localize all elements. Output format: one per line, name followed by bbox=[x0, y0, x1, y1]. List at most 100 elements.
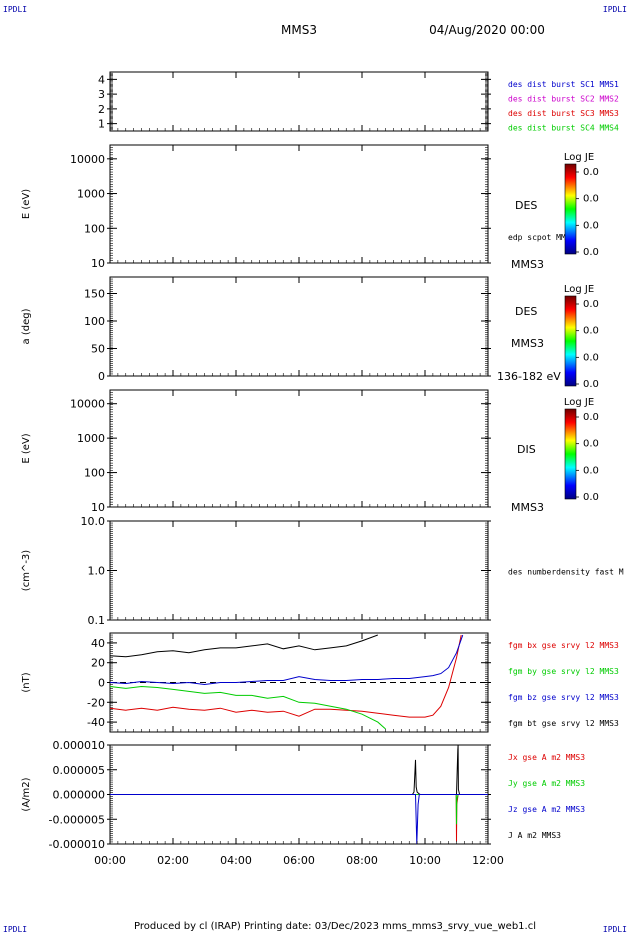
y-tick-label: -0.000005 bbox=[49, 813, 105, 826]
series-line-3 bbox=[110, 795, 488, 825]
side-label: MMS3 bbox=[511, 337, 544, 350]
y-tick-label: 2 bbox=[98, 103, 105, 116]
y-tick-label: 10 bbox=[91, 257, 105, 270]
panel-frame bbox=[109, 276, 489, 377]
corner-label-top-left: IPDLI bbox=[3, 5, 27, 14]
series-line-1 bbox=[110, 635, 378, 657]
side-label: 136-182 eV bbox=[497, 370, 561, 383]
legend-entry: Jy gse A m2 MMS3 bbox=[508, 779, 585, 788]
y-tick-label: -20 bbox=[87, 696, 105, 709]
legend-entry: des dist burst SC2 MMS2 bbox=[508, 95, 619, 104]
side-label: DES bbox=[515, 305, 537, 318]
colorbar-tick-label: 0.0 bbox=[583, 439, 599, 450]
corner-label-bottom-left: IPDLI bbox=[3, 925, 27, 934]
corner-label-bottom-right: IPDLI bbox=[603, 925, 627, 934]
colorbar-tick-label: 0.0 bbox=[583, 492, 599, 503]
y-axis-label: (A/m2) bbox=[21, 777, 32, 811]
y-tick-label: 0.000005 bbox=[53, 764, 106, 777]
panel-frame bbox=[109, 389, 489, 508]
panel-fgm: -40 -20 0 20 40 (nT) fgm bx gse srvy l2 MMS3 fg… bbox=[21, 632, 619, 733]
y-tick-label: 10000 bbox=[70, 398, 105, 411]
colorbar bbox=[564, 163, 577, 255]
series-line-3 bbox=[110, 687, 386, 730]
y-tick-label: 0.000000 bbox=[53, 789, 106, 802]
side-label: DIS bbox=[517, 443, 536, 456]
legend-entry: J A m2 MMS3 bbox=[508, 831, 561, 840]
legend-entry: des numberdensity fast M bbox=[508, 568, 624, 577]
y-tick-label: 100 bbox=[84, 315, 105, 328]
legend-entry: fgm bz gse srvy l2 MMS3 bbox=[508, 693, 619, 702]
colorbar-title: Log JE bbox=[564, 284, 594, 295]
side-label: DES bbox=[515, 199, 537, 212]
footer-text: Produced by cl (IRAP) Printing date: 03/… bbox=[134, 921, 536, 932]
x-tick-label: 00:00 bbox=[94, 854, 126, 867]
side-label: MMS3 bbox=[511, 501, 544, 514]
series-group bbox=[110, 745, 488, 844]
plot-date: 04/Aug/2020 00:00 bbox=[429, 23, 545, 37]
y-tick-label: 10 bbox=[91, 501, 105, 514]
legend-entry: Jx gse A m2 MMS3 bbox=[508, 753, 585, 762]
y-axis-label: E (eV) bbox=[21, 189, 32, 219]
y-tick-label: 20 bbox=[91, 657, 105, 670]
y-tick-label: 150 bbox=[84, 288, 105, 301]
legend-entry: fgm bt gse srvy l2 MMS3 bbox=[508, 719, 619, 728]
x-tick-label: 10:00 bbox=[409, 854, 441, 867]
side-label: MMS3 bbox=[511, 258, 544, 271]
y-tick-label: -40 bbox=[87, 716, 105, 729]
colorbar-tick-label: 0.0 bbox=[583, 299, 599, 310]
y-tick-label: 1000 bbox=[77, 432, 105, 445]
colorbar bbox=[564, 408, 577, 500]
y-tick-label: 0 bbox=[98, 370, 105, 383]
series-line-2 bbox=[110, 635, 461, 717]
colorbar-tick-label: 0.0 bbox=[583, 352, 599, 363]
colorbar-tick-label: 0.0 bbox=[583, 465, 599, 476]
y-tick-label: 0.000010 bbox=[53, 739, 106, 752]
colorbar-tick-label: 0.0 bbox=[583, 412, 599, 423]
colorbar bbox=[564, 295, 577, 387]
y-tick-label: 4 bbox=[98, 73, 105, 86]
panel-frame bbox=[109, 520, 489, 621]
y-tick-label: 50 bbox=[91, 343, 105, 356]
colorbar-tick-label: 0.0 bbox=[583, 247, 599, 258]
legend-entry: des dist burst SC3 MMS3 bbox=[508, 109, 619, 118]
x-tick-label: 12:00 bbox=[472, 854, 504, 867]
series-line-4 bbox=[110, 635, 463, 685]
colorbar-title: Log JE bbox=[564, 397, 594, 408]
x-tick-label: 04:00 bbox=[220, 854, 252, 867]
series-line-1 bbox=[110, 745, 488, 795]
colorbar-tick-label: 0.0 bbox=[583, 379, 599, 390]
series-line-2 bbox=[110, 795, 488, 842]
y-axis-label: E (eV) bbox=[21, 433, 32, 463]
y-tick-label: -0.000010 bbox=[49, 838, 105, 851]
series-group bbox=[110, 635, 463, 729]
legend-entry: fgm bx gse srvy l2 MMS3 bbox=[508, 641, 619, 650]
legend-entry: fgm by gse srvy l2 MMS3 bbox=[508, 667, 619, 676]
colorbar-tick-label: 0.0 bbox=[583, 167, 599, 178]
y-tick-label: 0 bbox=[98, 677, 105, 690]
panels: 1 2 3 4 des dist burst SC1 MMS1 des dist burs… bbox=[21, 71, 624, 851]
panel-des-pitch: 0 50 100 150 a (deg) DES MMS3 136-182 eV Log JE 0… bbox=[21, 276, 599, 390]
colorbar-title: Log JE bbox=[564, 152, 594, 163]
spacecraft-title: MMS3 bbox=[281, 23, 317, 37]
panel-frame bbox=[109, 144, 489, 264]
series-line-4 bbox=[110, 795, 488, 845]
y-tick-label: 10.0 bbox=[81, 515, 106, 528]
corner-label-top-right: IPDLI bbox=[603, 5, 627, 14]
panel-current: -0.000010 -0.000005 0.000000 0.000005 0.0000… bbox=[21, 739, 585, 851]
y-axis-label: (cm^-3) bbox=[21, 550, 32, 591]
legend-entry: des dist burst SC1 MMS1 bbox=[508, 80, 619, 89]
colorbar-tick-label: 0.0 bbox=[583, 220, 599, 231]
colorbar-tick-label: 0.0 bbox=[583, 326, 599, 337]
panel-frame bbox=[109, 71, 489, 132]
side-label: edp scpot MMS3 bbox=[508, 233, 576, 242]
x-tick-label: 08:00 bbox=[346, 854, 378, 867]
legend-entry: Jz gse A m2 MMS3 bbox=[508, 805, 585, 814]
x-tick-label: 06:00 bbox=[283, 854, 315, 867]
y-tick-label: 3 bbox=[98, 88, 105, 101]
panel-burst: 1 2 3 4 des dist burst SC1 MMS1 des dist burs… bbox=[98, 71, 619, 133]
panel-density: 0.1 1.0 10.0 (cm^-3) des numberdensity fast … bbox=[21, 515, 624, 627]
y-tick-label: 0.1 bbox=[88, 614, 106, 627]
y-tick-label: 10000 bbox=[70, 153, 105, 166]
colorbar-tick-label: 0.0 bbox=[583, 194, 599, 205]
